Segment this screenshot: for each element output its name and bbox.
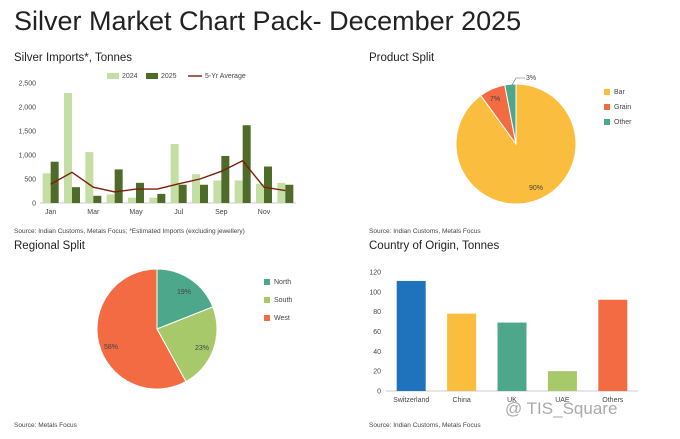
product-legend-label-bar: Bar xyxy=(614,89,626,96)
regional-label-north: 19% xyxy=(177,289,191,296)
imports-chart-title: Silver Imports*, Tonnes xyxy=(14,52,133,64)
imports-bar-2025 xyxy=(72,187,80,203)
imports-y-tick: 1,000 xyxy=(18,153,36,160)
country-origin-title: Country of Origin, Tonnes xyxy=(369,240,500,252)
origin-bar-china xyxy=(447,313,477,391)
product-legend-label-other: Other xyxy=(614,119,632,126)
imports-bar-2024 xyxy=(192,174,200,203)
imports-bar-2025 xyxy=(221,155,230,203)
imports-bar-2025 xyxy=(264,166,272,203)
watermark: @ TIS_Square xyxy=(505,399,618,418)
imports-bar-2025 xyxy=(136,182,144,203)
origin-bar-others xyxy=(598,299,628,391)
legend-label-2025: 2025 xyxy=(161,73,177,80)
product-slice-bar xyxy=(455,83,577,205)
imports-5yr-average-line xyxy=(50,159,286,193)
imports-bar-2024 xyxy=(213,180,222,203)
imports-bar-2024 xyxy=(277,182,286,203)
page-title: Silver Market Chart Pack- December 2025 xyxy=(14,6,522,36)
imports-x-tick: Nov xyxy=(258,209,271,216)
origin-y-tick: 40 xyxy=(373,349,381,356)
product-label-bar: 90% xyxy=(529,185,543,192)
imports-x-tick: Jan xyxy=(45,209,56,216)
imports-bar-2025 xyxy=(93,195,102,203)
regional-legend-swatch-north xyxy=(264,279,270,285)
regional-split-title: Regional Split xyxy=(14,240,85,252)
imports-bar-2025 xyxy=(178,184,187,203)
origin-x-tick: UK xyxy=(507,397,517,404)
imports-bar-2024 xyxy=(64,93,72,203)
regional-legend-label-south: South xyxy=(274,297,292,304)
imports-x-tick: Sep xyxy=(215,209,228,216)
imports-y-tick: 0 xyxy=(32,201,36,208)
imports-bar-2024 xyxy=(42,173,51,203)
product-split-title: Product Split xyxy=(369,52,435,64)
origin-x-tick: China xyxy=(452,397,470,404)
legend-swatch-2025 xyxy=(146,73,158,79)
imports-bar-2024 xyxy=(106,194,115,203)
imports-bar-2025 xyxy=(114,169,123,203)
imports-bar-2024 xyxy=(170,143,179,203)
regional-slice-west xyxy=(96,268,187,390)
origin-y-tick: 80 xyxy=(373,309,381,316)
origin-x-tick: Others xyxy=(602,397,624,404)
imports-bar-2025 xyxy=(285,184,294,203)
country-origin-source: Source: Indian Customs, Metals Focus xyxy=(369,422,481,429)
imports-y-tick: 2,500 xyxy=(18,81,36,88)
imports-y-tick: 500 xyxy=(24,177,36,184)
product-legend-swatch-grain xyxy=(604,104,610,110)
imports-y-tick: 2,000 xyxy=(18,105,36,112)
imports-y-tick: 1,500 xyxy=(18,129,36,136)
imports-bar-2024 xyxy=(128,197,136,203)
imports-x-tick: May xyxy=(129,209,143,216)
regional-legend-label-north: North xyxy=(274,279,291,286)
regional-legend-swatch-south xyxy=(264,297,270,303)
origin-x-tick: UAE xyxy=(555,397,570,404)
imports-x-tick: Jul xyxy=(174,209,183,216)
product-legend-label-grain: Grain xyxy=(614,104,631,111)
product-label-grain: 7% xyxy=(490,96,500,103)
regional-label-south: 23% xyxy=(195,345,209,352)
regional-slice-north xyxy=(156,268,214,330)
origin-y-tick: 100 xyxy=(369,289,381,296)
product-leader-other xyxy=(511,77,525,86)
imports-bar-2024 xyxy=(256,183,264,203)
imports-bar-2024 xyxy=(234,180,243,203)
origin-y-tick: 0 xyxy=(377,389,381,396)
product-legend-swatch-bar xyxy=(604,89,610,95)
regional-split-source: Source: Metals Focus xyxy=(14,422,77,429)
imports-bar-2025 xyxy=(200,184,208,203)
imports-source: Source: Indian Customs, Metals Focus; *E… xyxy=(14,228,245,235)
imports-bar-2025 xyxy=(242,125,251,203)
imports-bar-2024 xyxy=(85,152,94,203)
regional-legend-label-west: West xyxy=(274,315,290,322)
legend-label-2024: 2024 xyxy=(122,73,138,80)
product-split-source: Source: Indian Customs, Metals Focus xyxy=(369,228,481,235)
product-slice-other xyxy=(504,83,517,145)
origin-y-tick: 60 xyxy=(373,329,381,336)
origin-bar-uae xyxy=(547,371,577,391)
origin-x-tick: Switzerland xyxy=(393,397,429,404)
origin-bar-switzerland xyxy=(396,280,426,391)
origin-y-tick: 20 xyxy=(373,369,381,376)
imports-bar-2025 xyxy=(157,193,166,203)
product-label-other: 3% xyxy=(526,75,536,82)
origin-y-tick: 120 xyxy=(369,270,381,277)
regional-label-west: 58% xyxy=(104,344,118,351)
origin-bar-uk xyxy=(497,322,527,391)
imports-bar-2024 xyxy=(149,197,158,203)
regional-legend-swatch-west xyxy=(264,315,270,321)
product-legend-swatch-other xyxy=(604,119,610,125)
legend-swatch-2024 xyxy=(107,73,119,79)
legend-label-5yr: 5-Yr Average xyxy=(205,73,246,80)
imports-x-tick: Mar xyxy=(87,209,100,216)
regional-slice-south xyxy=(156,306,218,383)
